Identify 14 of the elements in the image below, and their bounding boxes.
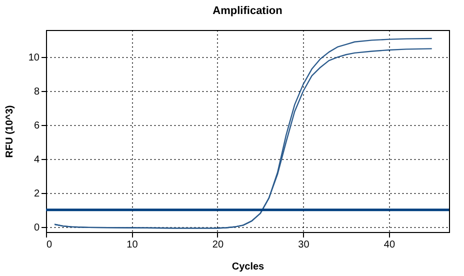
x-tick-label: 10 bbox=[126, 240, 138, 250]
x-tick-label: 30 bbox=[298, 240, 310, 250]
y-tick-label: 4 bbox=[34, 154, 40, 166]
y-tick-label: 0 bbox=[34, 222, 40, 234]
x-axis-title: Cycles bbox=[232, 262, 265, 272]
y-tick-label: 8 bbox=[34, 86, 40, 98]
x-tick-label: 0 bbox=[46, 240, 52, 250]
y-tick-label: 6 bbox=[34, 120, 40, 132]
chart-title: Amplification bbox=[212, 5, 283, 17]
y-tick-label: 2 bbox=[34, 188, 40, 200]
x-tick-label: 20 bbox=[212, 240, 224, 250]
x-tick-label: 40 bbox=[384, 240, 396, 250]
y-tick-label: 10 bbox=[28, 52, 40, 64]
y-axis-title: RFU (10^3) bbox=[4, 105, 16, 158]
